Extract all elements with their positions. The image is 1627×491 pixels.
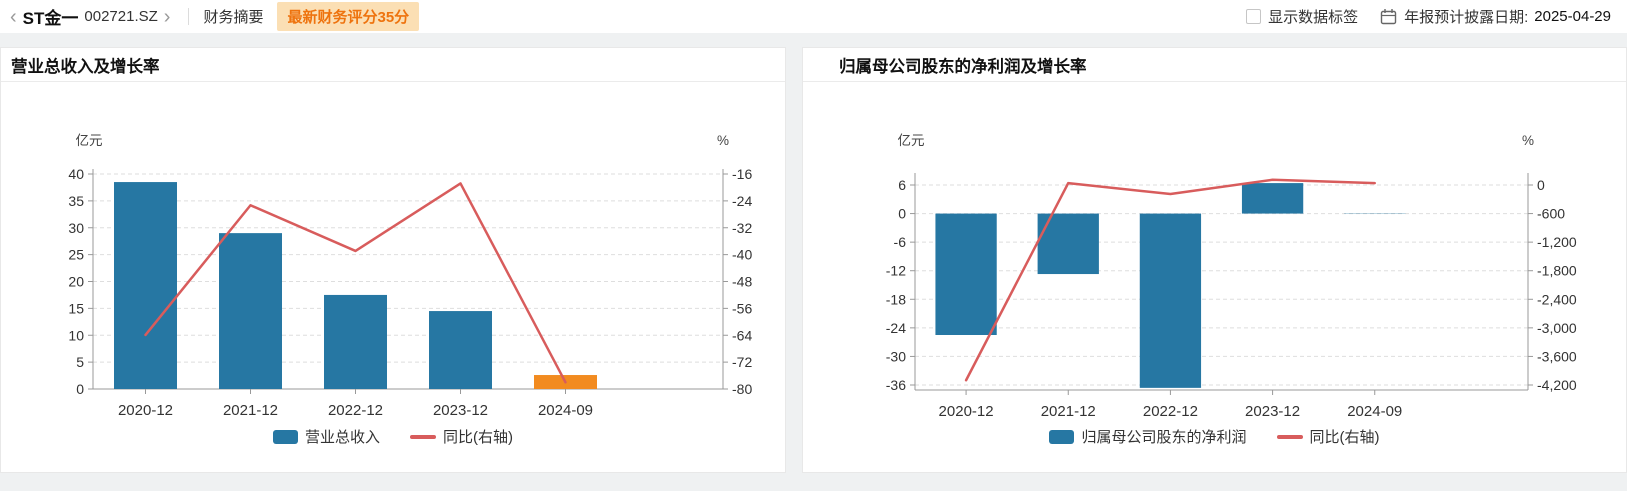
- svg-text:10: 10: [68, 327, 84, 343]
- svg-text:-3,600: -3,600: [1537, 348, 1577, 364]
- revenue-chart-legend: 营业总收入 同比(右轴): [1, 426, 785, 447]
- show-data-labels-checkbox[interactable]: [1246, 9, 1262, 24]
- svg-text:-40: -40: [732, 247, 752, 263]
- svg-text:2021-12: 2021-12: [1041, 403, 1096, 420]
- svg-text:%: %: [717, 133, 729, 148]
- revenue-chart-card: 营业总收入及增长率 40 35 30 25 20 15 10 5 0 -16 -24 -32 -40 -4…: [0, 47, 786, 473]
- svg-text:2021-12: 2021-12: [223, 402, 278, 419]
- bar-swatch-icon: [1049, 429, 1075, 444]
- svg-text:亿元: 亿元: [898, 133, 925, 148]
- svg-text:2022-12: 2022-12: [1143, 403, 1198, 420]
- svg-text:-18: -18: [886, 291, 906, 307]
- svg-text:30: 30: [68, 220, 84, 236]
- top-bar: ‹ ST金一 002721.SZ › 财务摘要 最新财务评分35分 显示数据标签…: [0, 0, 1627, 33]
- report-date-label: 年报预计披露日期:: [1404, 9, 1529, 26]
- svg-text:-32: -32: [732, 220, 752, 236]
- stock-name: ST金一: [22, 9, 79, 28]
- svg-text:-1,200: -1,200: [1537, 234, 1577, 250]
- net-profit-chart-legend: 归属母公司股东的净利润 同比(右轴): [803, 426, 1626, 447]
- legend-item-yoy[interactable]: 同比(右轴): [1276, 426, 1380, 447]
- stock-code: 002721.SZ: [84, 8, 158, 25]
- svg-text:-64: -64: [732, 327, 752, 343]
- svg-text:2020-12: 2020-12: [939, 403, 994, 420]
- financial-score-badge[interactable]: 最新财务评分35分: [277, 2, 420, 31]
- svg-text:5: 5: [76, 354, 84, 370]
- net-profit-chart-card: 归属母公司股东的净利润及增长率 6 0 -6 -12 -18 -24 -30 -36 0 -600…: [802, 47, 1627, 473]
- svg-text:40: 40: [68, 166, 84, 182]
- legend-item-net-profit[interactable]: 归属母公司股东的净利润: [1049, 426, 1247, 447]
- svg-text:-16: -16: [732, 166, 752, 182]
- svg-text:2023-12: 2023-12: [1245, 403, 1300, 420]
- svg-text:2024-09: 2024-09: [538, 402, 593, 419]
- legend-label: 同比(右轴): [1309, 429, 1380, 446]
- svg-text:亿元: 亿元: [76, 133, 103, 148]
- svg-text:-12: -12: [886, 263, 906, 279]
- svg-text:-24: -24: [886, 320, 906, 336]
- svg-text:-72: -72: [732, 354, 752, 370]
- svg-text:-1,800: -1,800: [1537, 263, 1577, 279]
- svg-text:-2,400: -2,400: [1537, 291, 1577, 307]
- svg-text:-6: -6: [894, 234, 907, 250]
- svg-text:35: 35: [68, 193, 84, 209]
- show-data-labels-label[interactable]: 显示数据标签: [1268, 9, 1359, 26]
- svg-text:2020-12: 2020-12: [118, 402, 173, 419]
- svg-text:-30: -30: [886, 348, 906, 364]
- net-profit-chart-title: 归属母公司股东的净利润及增长率: [839, 57, 1087, 76]
- legend-label: 同比(右轴): [443, 429, 513, 446]
- bar-swatch-icon: [272, 429, 298, 444]
- svg-text:-24: -24: [732, 193, 752, 209]
- svg-text:15: 15: [68, 300, 84, 316]
- svg-text:-3,000: -3,000: [1537, 320, 1577, 336]
- legend-label: 营业总收入: [304, 429, 380, 446]
- svg-text:-56: -56: [732, 300, 752, 316]
- svg-text:%: %: [1522, 133, 1534, 148]
- net-profit-chart-plot: 6 0 -6 -12 -18 -24 -30 -36 0 -600 -1,200 -1,800 -2,4…: [886, 133, 1577, 420]
- line-swatch-icon: [410, 434, 436, 439]
- line-swatch-icon: [1276, 434, 1303, 439]
- legend-item-yoy[interactable]: 同比(右轴): [410, 426, 513, 447]
- legend-label: 归属母公司股东的净利润: [1081, 429, 1247, 446]
- svg-text:0: 0: [898, 206, 906, 222]
- svg-text:2024-09: 2024-09: [1347, 403, 1402, 420]
- divider: [188, 8, 190, 25]
- svg-text:2023-12: 2023-12: [433, 402, 488, 419]
- svg-text:-80: -80: [732, 381, 752, 397]
- svg-text:6: 6: [898, 177, 906, 193]
- svg-text:-48: -48: [732, 274, 752, 290]
- calendar-icon: [1380, 8, 1397, 25]
- revenue-chart-plot: 40 35 30 25 20 15 10 5 0 -16 -24 -32 -40 -48 -56 -64 -72…: [68, 133, 752, 419]
- svg-text:-600: -600: [1537, 206, 1565, 222]
- tab-financial-summary[interactable]: 财务摘要: [203, 9, 264, 26]
- svg-text:-36: -36: [886, 377, 906, 393]
- svg-text:2022-12: 2022-12: [328, 402, 383, 419]
- svg-text:0: 0: [76, 381, 84, 397]
- chevron-right-icon[interactable]: ›: [163, 5, 171, 28]
- svg-text:20: 20: [68, 274, 84, 290]
- chevron-left-icon[interactable]: ‹: [10, 5, 17, 28]
- svg-text:-4,200: -4,200: [1537, 377, 1577, 393]
- report-date-value: 2025-04-29: [1534, 8, 1611, 25]
- svg-text:0: 0: [1537, 177, 1545, 193]
- legend-item-revenue[interactable]: 营业总收入: [272, 426, 380, 447]
- revenue-chart-title: 营业总收入及增长率: [11, 57, 160, 76]
- svg-text:25: 25: [68, 247, 84, 263]
